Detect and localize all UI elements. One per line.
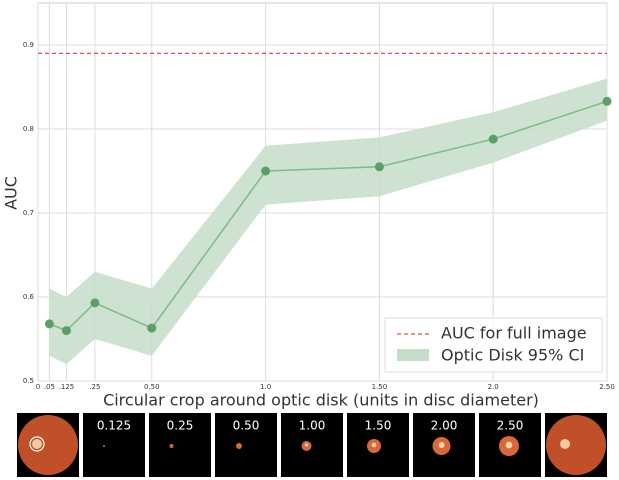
crop — [103, 445, 105, 447]
y-tick-label: 0.9 — [23, 41, 34, 49]
x-tick-label: 2.50 — [599, 383, 615, 391]
thumbnail-label: 2.50 — [497, 419, 524, 433]
thumbnail-label: 0.25 — [167, 419, 194, 433]
crop-disk — [304, 443, 309, 447]
thumbnail — [215, 413, 277, 477]
line — [49, 100, 608, 332]
thumbnail-label: 1.50 — [365, 419, 392, 433]
crop-ring — [29, 436, 45, 452]
y-tick-label: 0.7 — [23, 209, 34, 217]
x-tick-label: .25 — [89, 383, 100, 391]
thumbnail — [83, 413, 145, 477]
point — [90, 298, 100, 308]
x-tick-label: 0 — [36, 383, 40, 391]
x-tick-label: 1.0 — [260, 383, 271, 391]
x-axis-label: Circular crop around optic disk (units i… — [103, 391, 539, 410]
x-tick-label: 2.0 — [488, 383, 499, 391]
point — [602, 96, 612, 106]
thumbnail-label: 0.125 — [97, 419, 131, 433]
optic-disk — [32, 439, 42, 449]
y-tick-label: 0.5 — [23, 377, 34, 385]
thumbnail — [281, 413, 343, 477]
x-tick-label: 1.50 — [372, 383, 388, 391]
ci-band — [49, 78, 607, 365]
thumbnail-label: 0.50 — [233, 419, 260, 433]
point — [61, 326, 71, 336]
y-tick-label: 0.8 — [23, 125, 34, 133]
crop-disk — [438, 442, 445, 448]
optic-disk — [560, 439, 570, 449]
x-tick-label: .125 — [59, 383, 75, 391]
crop-disk — [371, 442, 377, 448]
thumbnail — [149, 413, 211, 477]
crop — [236, 443, 242, 449]
legend-label: AUC for full image — [441, 324, 587, 343]
y-tick-label: 0.6 — [23, 293, 35, 301]
fundus — [18, 415, 78, 475]
x-tick-label: 0.50 — [144, 383, 160, 391]
x-tick-label: .05 — [44, 383, 55, 391]
legend-box — [384, 317, 603, 373]
legend-label: Optic Disk 95% CI — [441, 346, 584, 365]
point — [44, 319, 54, 329]
y-axis-label: AUC — [2, 176, 21, 210]
fundus — [546, 415, 606, 475]
point — [147, 323, 157, 333]
point — [374, 162, 384, 172]
thumbnail-label: 1.00 — [299, 419, 326, 433]
crop-disk — [505, 441, 513, 449]
crop — [169, 444, 174, 448]
legend-swatch — [397, 349, 429, 361]
point — [488, 134, 498, 144]
point — [261, 166, 271, 176]
thumbnail-label: 2.00 — [431, 419, 458, 433]
